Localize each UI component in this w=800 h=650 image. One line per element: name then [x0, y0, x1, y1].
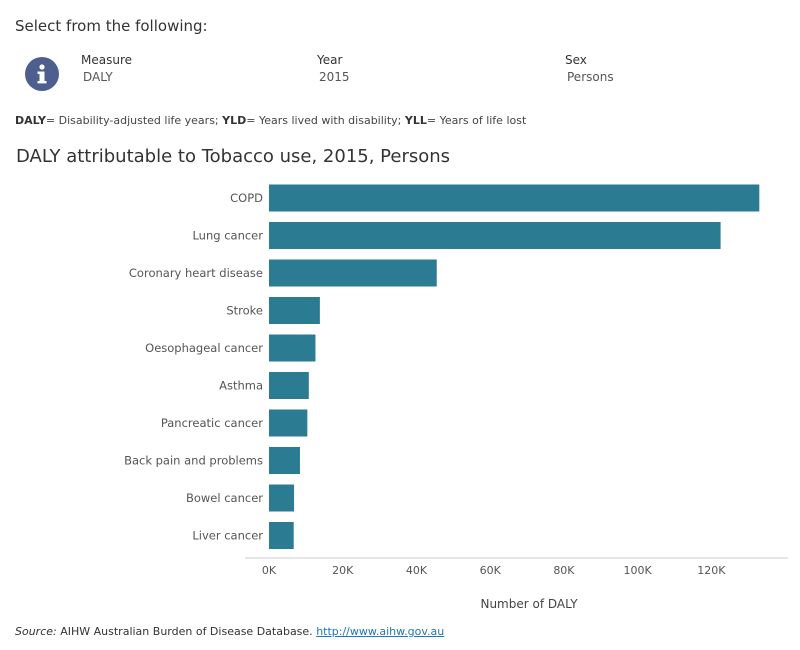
measure-value[interactable]: DALY: [83, 70, 113, 84]
bar-back-pain-and-problems: [269, 447, 300, 474]
measure-filter[interactable]: Measure DALY: [81, 53, 132, 84]
year-label: Year: [317, 53, 343, 67]
bar-liver-cancer: [269, 522, 294, 549]
daly-definition: = Disability-adjusted life years;: [45, 114, 223, 127]
category-label-lung-cancer: Lung cancer: [192, 229, 263, 243]
sex-value[interactable]: Persons: [567, 70, 614, 84]
x-tick-label-100k: 100K: [624, 564, 653, 577]
x-tick-label-40k: 40K: [406, 564, 428, 577]
x-tick-label-0k: 0K: [262, 564, 277, 577]
yll-abbr: YLL: [404, 114, 427, 127]
x-tick-label-80k: 80K: [553, 564, 575, 577]
category-label-bowel-cancer: Bowel cancer: [186, 491, 263, 505]
bar-coronary-heart-disease: [269, 259, 437, 287]
yld-definition: = Years lived with disability;: [246, 114, 405, 127]
bar-copd: [269, 184, 760, 212]
x-tick-label-20k: 20K: [332, 564, 354, 577]
bar-asthma: [269, 372, 309, 399]
bar-stroke: [269, 297, 320, 324]
bar-oesophageal-cancer: [269, 334, 316, 362]
category-label-copd: COPD: [230, 191, 263, 205]
category-label-back-pain-and-problems: Back pain and problems: [124, 454, 263, 468]
select-title: Select from the following:: [15, 17, 208, 35]
year-value[interactable]: 2015: [319, 70, 350, 84]
category-label-stroke: Stroke: [226, 304, 263, 318]
year-filter[interactable]: Year 2015: [317, 53, 350, 84]
category-label-asthma: Asthma: [219, 379, 263, 393]
daly-abbr: DALY: [15, 114, 46, 127]
source-note: Source: AIHW Australian Burden of Diseas…: [15, 625, 444, 638]
x-tick-label-60k: 60K: [480, 564, 502, 577]
source-text: AIHW Australian Burden of Disease Databa…: [56, 625, 317, 638]
bar-lung-cancer: [269, 222, 721, 249]
category-label-coronary-heart-disease: Coronary heart disease: [129, 266, 263, 280]
info-icon[interactable]: [25, 57, 59, 91]
yll-definition: = Years of life lost: [426, 114, 527, 127]
category-label-oesophageal-cancer: Oesophageal cancer: [145, 341, 263, 355]
chart-title: DALY attributable to Tobacco use, 2015, …: [16, 146, 451, 167]
category-label-pancreatic-cancer: Pancreatic cancer: [161, 416, 263, 430]
category-label-liver-cancer: Liver cancer: [192, 529, 263, 543]
measure-label: Measure: [81, 53, 132, 67]
x-tick-label-120k: 120K: [697, 564, 726, 577]
yld-abbr: YLD: [222, 114, 247, 127]
x-axis-title: Number of DALY: [480, 597, 578, 611]
source-label: Source:: [15, 625, 57, 638]
bar-bowel-cancer: [269, 484, 295, 512]
bar-pancreatic-cancer: [269, 409, 308, 437]
sex-label: Sex: [565, 53, 587, 67]
bar-chart: COPD Lung cancer Coronary heart disease Str…: [124, 184, 788, 611]
abbreviation-legend: DALY= Disability-adjusted life years; YL…: [15, 114, 526, 127]
source-link[interactable]: http://www.aihw.gov.au: [316, 625, 445, 638]
sex-filter[interactable]: Sex Persons: [565, 53, 614, 84]
